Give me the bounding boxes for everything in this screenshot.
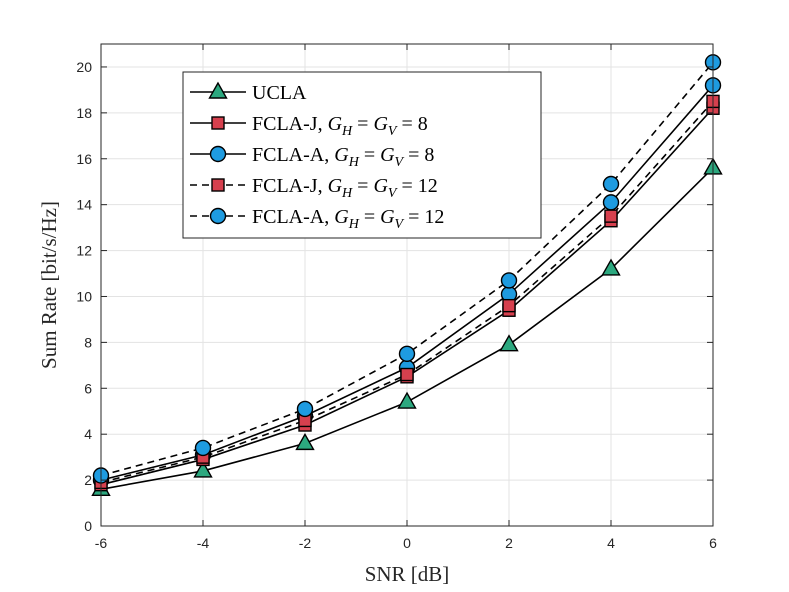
x-tick-label: -6: [95, 535, 108, 551]
axis-ticks: -6 -4 -2 0 2 4 6 0 2 4 6 8 10 12 14 16 18 20: [76, 44, 717, 551]
legend-label-prefix: FCLA-J,: [252, 113, 328, 135]
math-sub: V: [395, 155, 405, 170]
legend-label-prefix: FCLA-J,: [252, 175, 328, 197]
legend-marker: [208, 81, 228, 99]
math-g: G: [373, 175, 388, 197]
math-sub: H: [341, 186, 353, 201]
legend-label: FCLA-A, GH = GV = 12: [252, 206, 444, 232]
data-point: [397, 391, 417, 409]
x-tick-label: 0: [403, 535, 411, 551]
y-tick-label: 20: [76, 59, 92, 75]
math-eq: =: [352, 113, 373, 135]
math-sub: H: [341, 124, 353, 139]
legend-marker: [211, 178, 225, 192]
math-g: G: [373, 113, 388, 135]
y-tick-label: 8: [84, 334, 92, 350]
y-tick-label: 16: [76, 151, 92, 167]
math-g: G: [328, 113, 343, 135]
math-eq: =: [352, 175, 373, 197]
math-eq: =: [359, 206, 380, 228]
x-tick-label: 2: [505, 535, 513, 551]
math-g: G: [328, 175, 343, 197]
y-tick-label: 0: [84, 518, 92, 534]
y-tick-label: 2: [84, 472, 92, 488]
legend-label-value: 8: [418, 113, 428, 135]
y-tick-label: 4: [84, 426, 92, 442]
math-sub: V: [388, 186, 398, 201]
legend-label-value: 12: [424, 206, 444, 228]
math-eq: =: [396, 175, 417, 197]
series-4: [92, 54, 722, 484]
data-point: [296, 400, 314, 418]
math-sub: V: [395, 217, 405, 232]
series-0: [91, 157, 723, 496]
x-tick-label: -4: [197, 535, 210, 551]
data-point: [499, 334, 519, 352]
legend-entry-4: FCLA-A, GH = GV = 12: [190, 206, 444, 232]
legend-label-value: 12: [418, 175, 438, 197]
data-point: [398, 345, 416, 363]
data-point: [502, 298, 516, 313]
data-point: [295, 432, 315, 451]
x-tick-label: 6: [709, 535, 717, 551]
plot-series: [91, 54, 723, 496]
math-sub: V: [388, 124, 398, 139]
legend-label-value: 8: [424, 144, 434, 166]
legend-label-prefix: FCLA-A,: [252, 206, 334, 228]
legend-marker: [209, 145, 227, 163]
math-g: G: [334, 144, 349, 166]
y-tick-label: 10: [76, 288, 92, 304]
math-sub: H: [348, 217, 360, 232]
y-tick-label: 6: [84, 380, 92, 396]
legend-marker: [209, 207, 227, 225]
legend-entry-1: FCLA-J, GH = GV = 8: [190, 113, 428, 139]
x-axis-label: SNR [dB]: [365, 562, 450, 586]
legend-label: FCLA-A, GH = GV = 8: [252, 144, 434, 170]
math-eq: =: [396, 113, 417, 135]
data-point: [602, 175, 620, 193]
legend-marker: [211, 116, 225, 130]
legend-box: [182, 71, 542, 239]
x-tick-label: 4: [607, 535, 615, 551]
math-g: G: [334, 206, 349, 228]
data-point: [604, 209, 618, 223]
legend-label: UCLA: [252, 82, 307, 104]
math-sub: H: [348, 155, 360, 170]
math-eq: =: [403, 206, 424, 228]
y-tick-label: 12: [76, 243, 92, 259]
data-point: [400, 367, 414, 382]
legend-label: FCLA-J, GH = GV = 12: [252, 175, 438, 201]
math-eq: =: [359, 144, 380, 166]
y-axis-label: Sum Rate [bit/s/Hz]: [37, 201, 61, 369]
legend-label: FCLA-J, GH = GV = 8: [252, 113, 428, 139]
data-point: [500, 272, 518, 289]
data-point: [194, 439, 212, 457]
legend-entry-2: FCLA-A, GH = GV = 8: [190, 144, 434, 170]
legend-entry-0: UCLA: [190, 81, 307, 104]
x-tick-label: -2: [299, 535, 312, 551]
y-tick-label: 18: [76, 105, 92, 121]
data-point: [193, 460, 213, 478]
legend-label-prefix: FCLA-A,: [252, 144, 334, 166]
math-eq: =: [403, 144, 424, 166]
data-point: [601, 258, 621, 276]
math-g: G: [380, 144, 395, 166]
data-point: [602, 194, 620, 211]
math-g: G: [380, 206, 395, 228]
legend-label-prefix: UCLA: [252, 82, 307, 104]
y-tick-label: 14: [76, 197, 92, 213]
legend-entry-3: FCLA-J, GH = GV = 12: [190, 175, 438, 201]
